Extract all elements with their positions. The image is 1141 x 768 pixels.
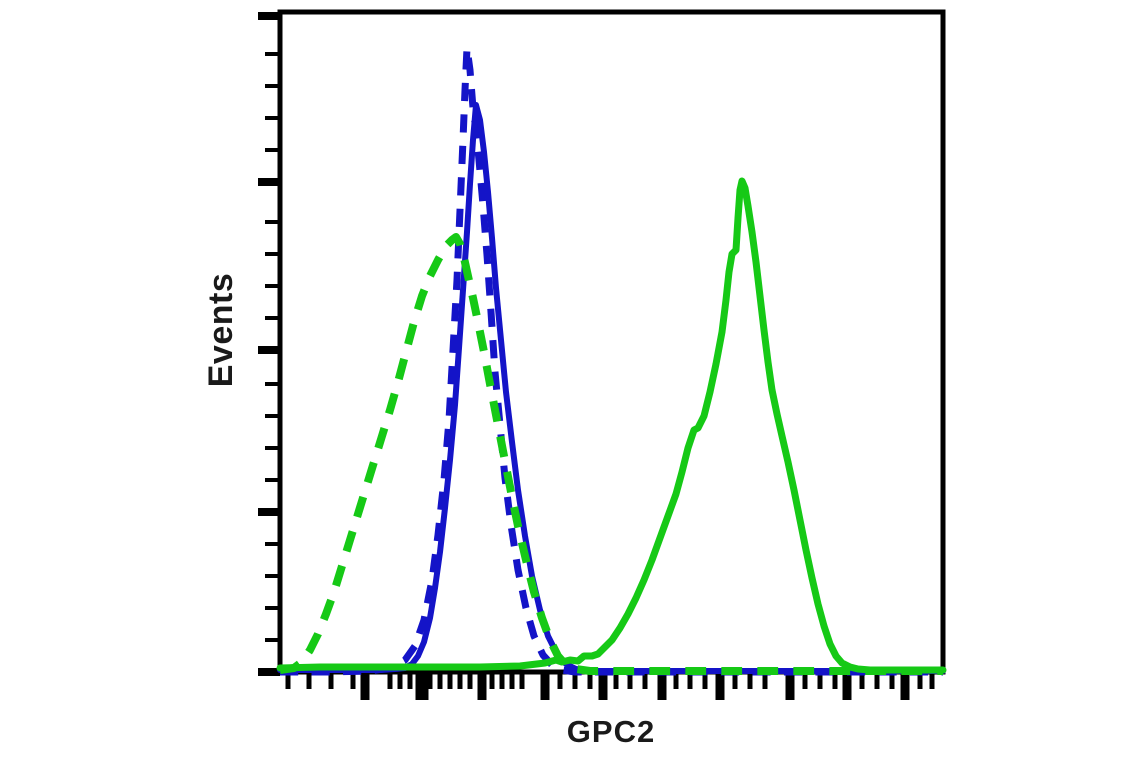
y-axis-ticks	[258, 12, 280, 676]
y-axis-title: Events	[202, 273, 240, 388]
curve-green-dashed	[279, 233, 943, 675]
data-curves	[276, 44, 947, 676]
plot-border	[277, 9, 946, 675]
curve-green-solid	[276, 177, 947, 674]
curve-blue-solid	[277, 102, 946, 674]
x-axis-ticks	[285, 672, 935, 700]
curve-blue-dashed	[280, 44, 943, 676]
plot-frame	[277, 9, 946, 675]
x-axis-title: GPC2	[567, 714, 655, 749]
